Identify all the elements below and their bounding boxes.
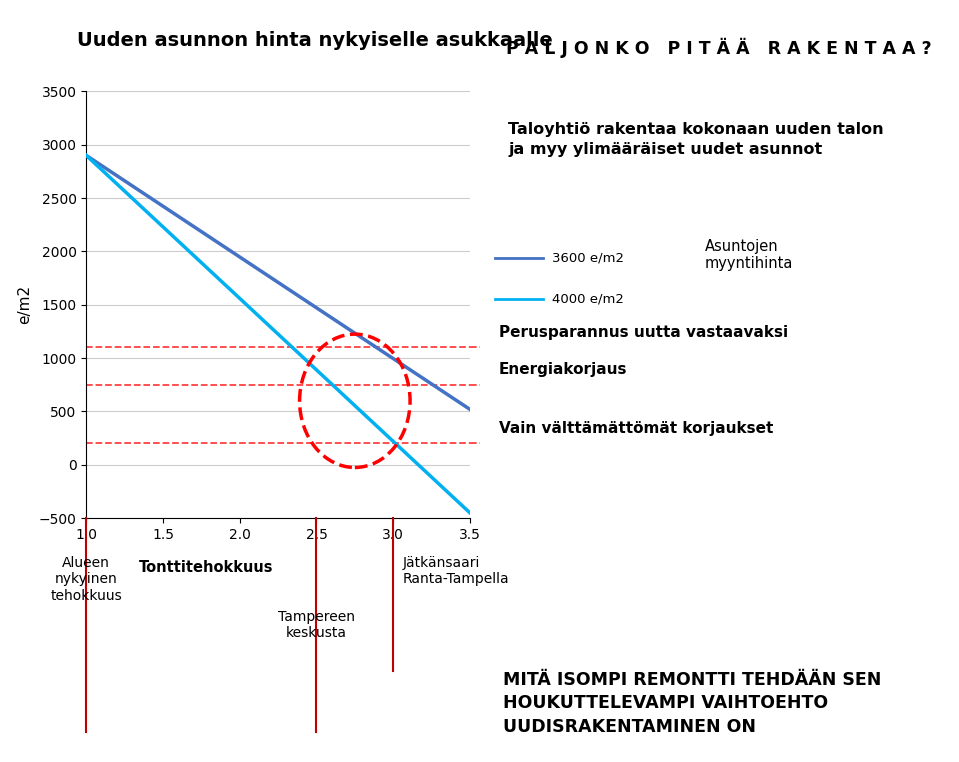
Text: Alueen
nykyinen
tehokkuus: Alueen nykyinen tehokkuus: [51, 556, 122, 603]
Text: Vain välttämättömät korjaukset: Vain välttämättömät korjaukset: [499, 421, 773, 436]
Text: Tampereen
keskusta: Tampereen keskusta: [278, 610, 355, 640]
Y-axis label: e/m2: e/m2: [16, 285, 32, 325]
Text: MITÄ ISOMPI REMONTTI TEHDÄÄN SEN
HOUKUTTELEVAMPI VAIHTOEHTO
UUDISRAKENTAMINEN ON: MITÄ ISOMPI REMONTTI TEHDÄÄN SEN HOUKUTT…: [503, 671, 882, 736]
Text: 4000 e/m2: 4000 e/m2: [551, 293, 623, 306]
Text: Asuntojen
myyntihinta: Asuntojen myyntihinta: [705, 239, 793, 271]
Text: P A L J O N K O   P I T Ä Ä   R A K E N T A A ?: P A L J O N K O P I T Ä Ä R A K E N T A …: [506, 38, 932, 59]
Text: Taloyhtiö rakentaa kokonaan uuden talon
ja myy ylimääräiset uudet asunnot: Taloyhtiö rakentaa kokonaan uuden talon …: [508, 122, 884, 157]
Text: Tonttitehokkuus: Tonttitehokkuus: [139, 560, 273, 575]
Text: Jätkänsaari
Ranta-Tampella: Jätkänsaari Ranta-Tampella: [403, 556, 509, 587]
Text: Energiakorjaus: Energiakorjaus: [499, 362, 627, 377]
Text: Uuden asunnon hinta nykyiselle asukkaalle: Uuden asunnon hinta nykyiselle asukkaall…: [77, 30, 552, 50]
Text: 3600 e/m2: 3600 e/m2: [551, 251, 623, 264]
Text: Perusparannus uutta vastaavaksi: Perusparannus uutta vastaavaksi: [499, 325, 787, 340]
